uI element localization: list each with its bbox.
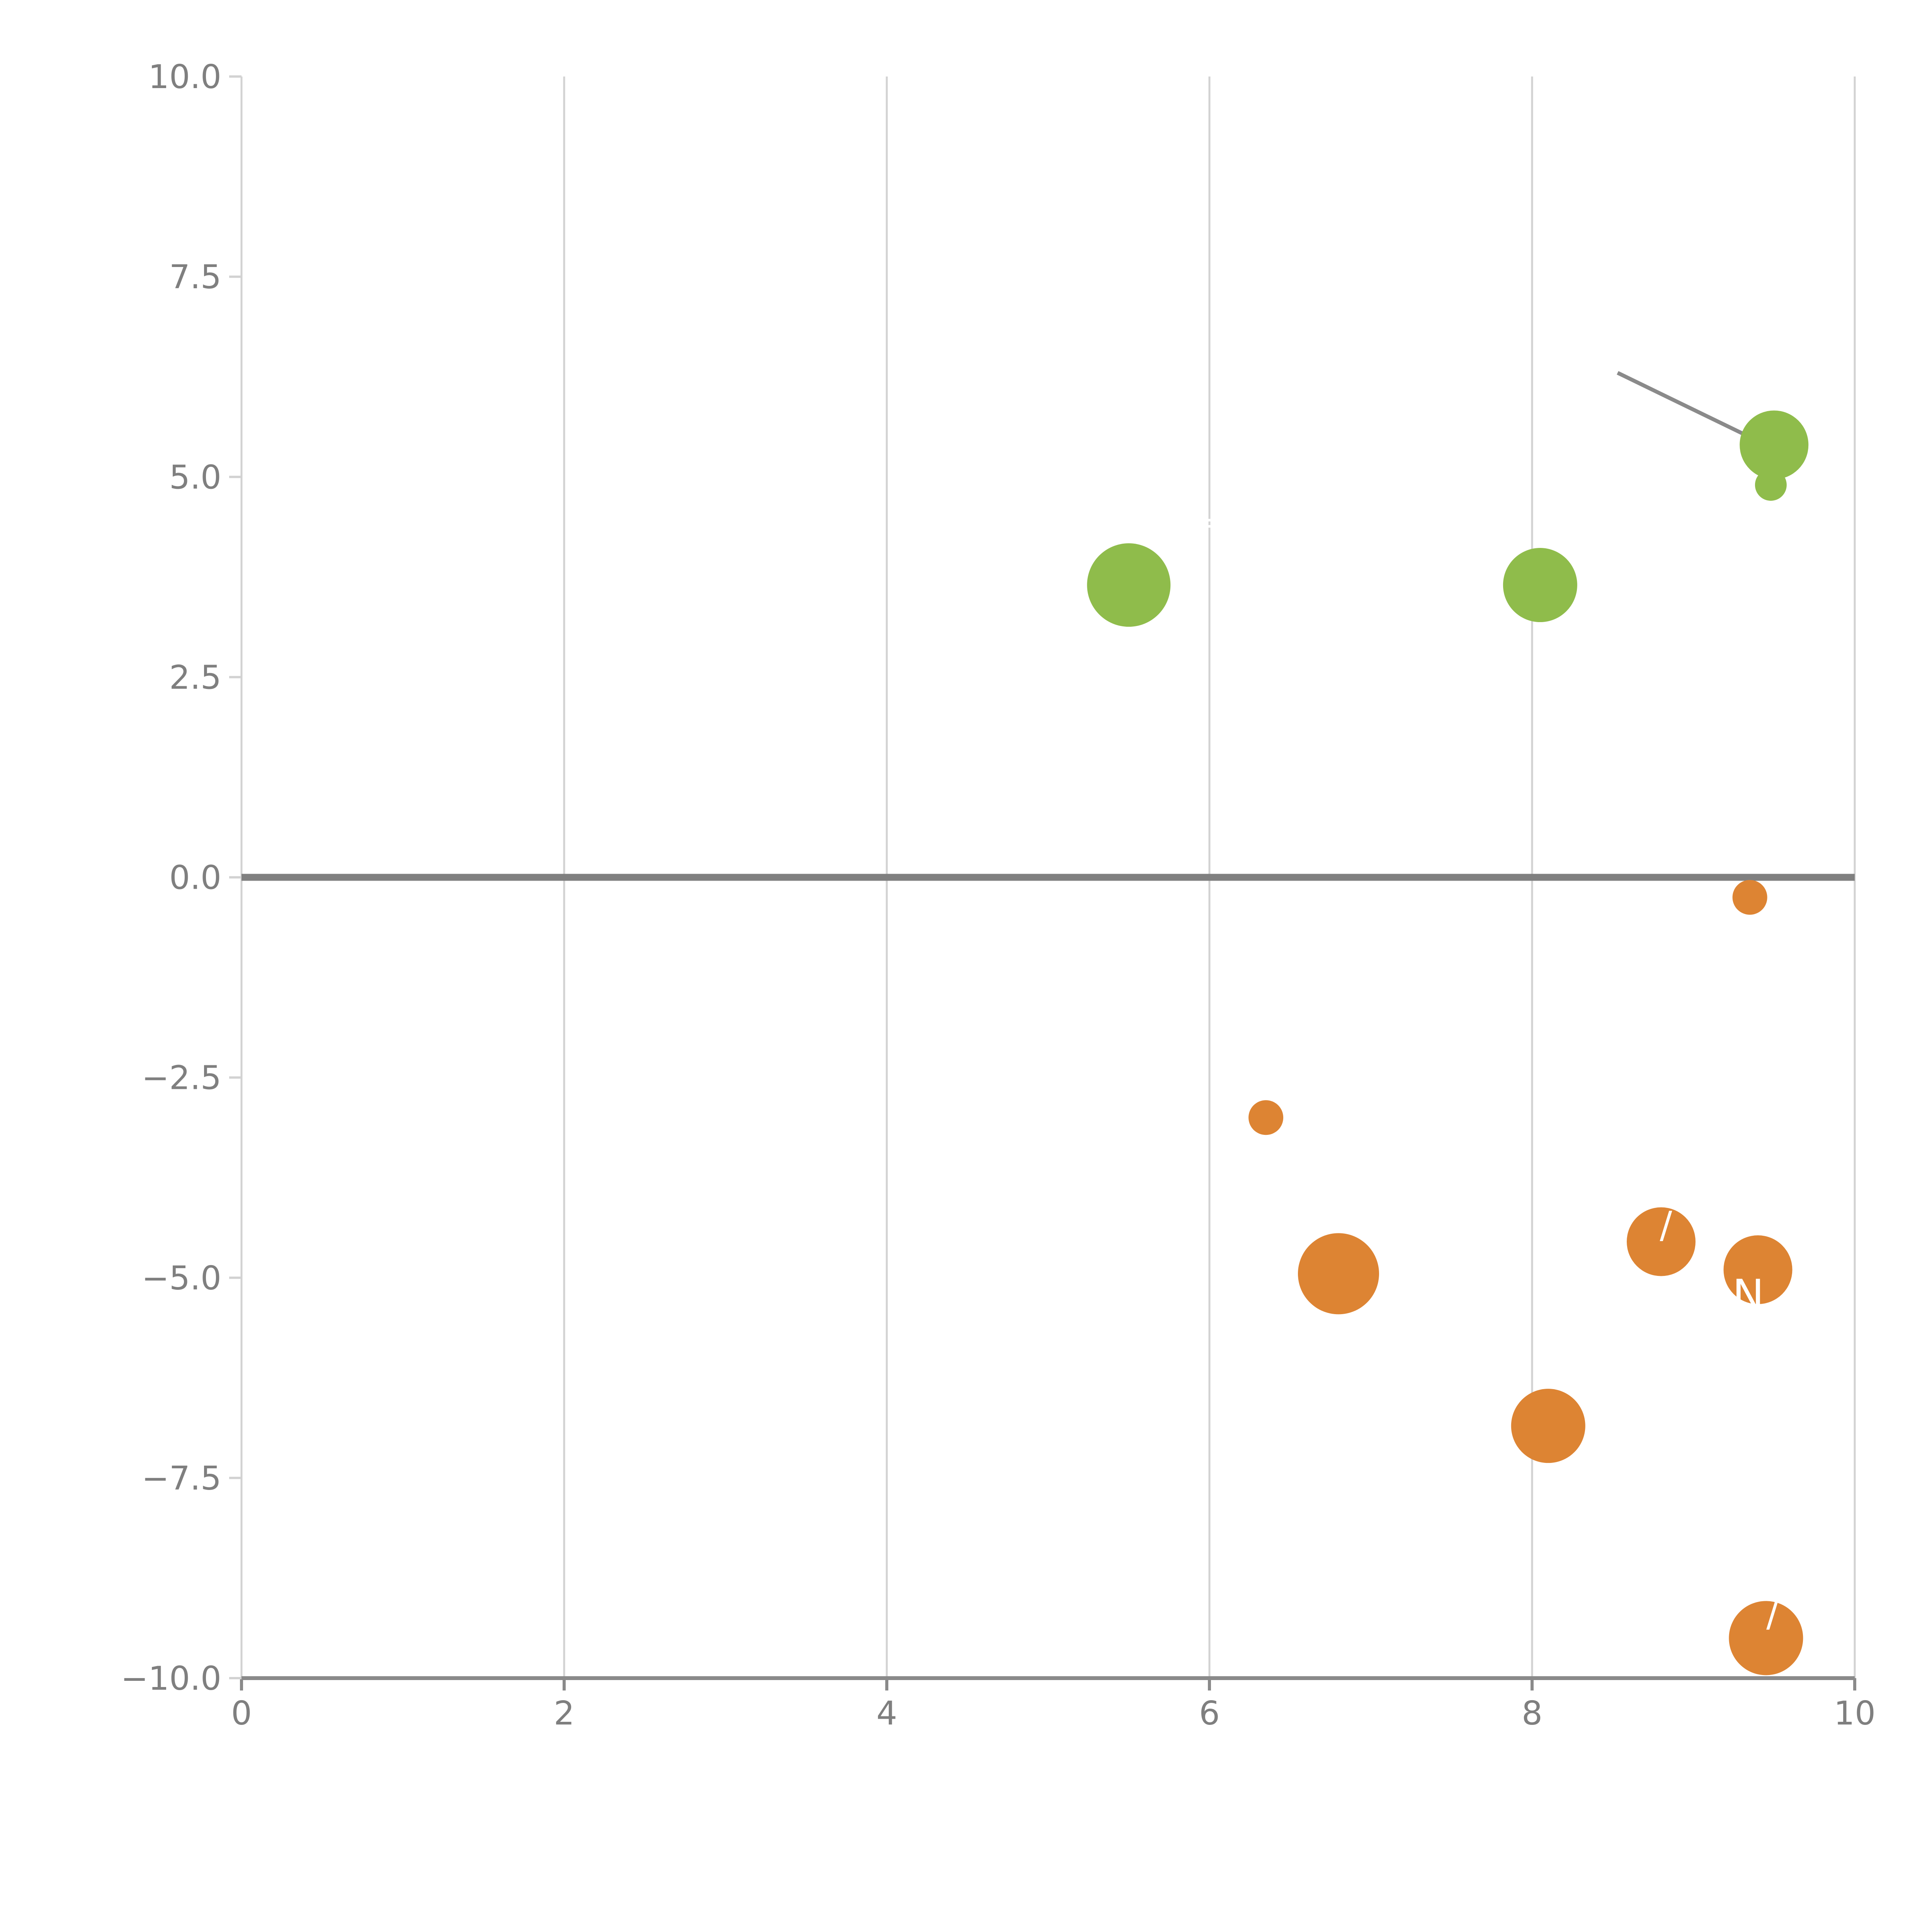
data-point-negative-orange xyxy=(1298,1233,1379,1315)
point-annotation-label: N xyxy=(1732,1270,1764,1320)
data-point-positive-green xyxy=(1087,543,1171,627)
data-point-negative-orange xyxy=(1627,1207,1696,1276)
data-point-negative-orange xyxy=(1729,1601,1803,1675)
x-axis-tick-label: 6 xyxy=(1199,1694,1220,1733)
data-point-negative-orange xyxy=(1511,1389,1585,1463)
data-point-positive-green xyxy=(1740,410,1809,480)
y-axis-tick-label: −5.0 xyxy=(142,1259,221,1298)
y-axis-tick-label: 10.0 xyxy=(148,58,221,96)
data-point-negative-orange xyxy=(1723,1235,1793,1304)
point-annotation-label: / xyxy=(1660,1204,1672,1247)
x-axis-tick-label: 4 xyxy=(876,1694,897,1733)
data-point-negative-orange xyxy=(1248,1100,1284,1135)
y-axis-tick-label: −10.0 xyxy=(121,1660,221,1698)
x-axis-tick-label: 8 xyxy=(1522,1694,1543,1733)
y-axis-tick-label: −7.5 xyxy=(142,1459,221,1498)
y-axis-tick-label: 5.0 xyxy=(169,458,221,497)
annotation-leader-line xyxy=(1617,371,1767,447)
y-axis-tick-label: 7.5 xyxy=(169,258,221,296)
y-axis-tick-label: 2.5 xyxy=(169,658,221,697)
x-axis-tick-label: 2 xyxy=(554,1694,575,1733)
point-annotation-label: / xyxy=(1766,1592,1779,1635)
x-axis-tick-label: 0 xyxy=(231,1694,252,1733)
x-axis-tick-label: 10 xyxy=(1834,1694,1876,1733)
point-annotation-label: = xyxy=(1196,504,1222,540)
y-axis-tick-label: 0.0 xyxy=(169,859,221,897)
data-point-negative-orange xyxy=(1732,880,1767,915)
data-point-positive-green xyxy=(1503,548,1577,622)
y-axis-tick-label: −2.5 xyxy=(142,1059,221,1097)
point-annotation-label: A xyxy=(1322,1194,1351,1244)
